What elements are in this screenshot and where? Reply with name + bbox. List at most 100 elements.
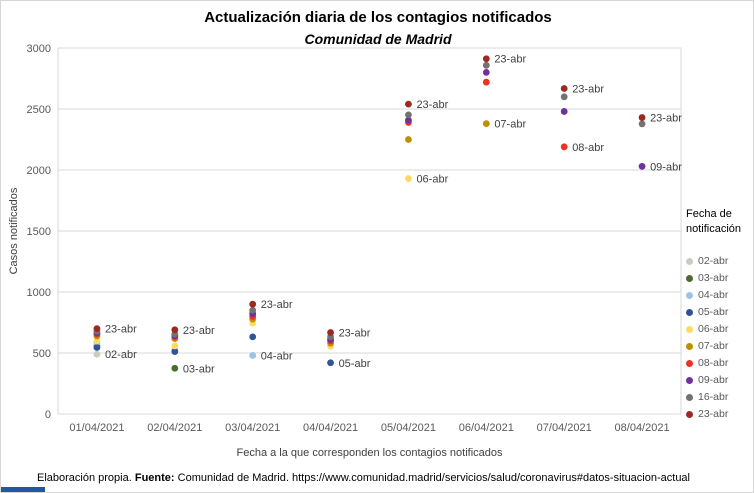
data-point-02-abr (93, 350, 101, 358)
data-point-09-abr (482, 69, 490, 76)
legend-swatch-icon (686, 291, 693, 299)
point-label: 23-abr (494, 54, 526, 66)
x-tick-label: 02/04/2021 (147, 422, 202, 434)
x-tick-label: 08/04/2021 (615, 422, 670, 434)
point-label: 23-abr (572, 84, 604, 96)
data-point-09-abr (405, 116, 412, 124)
point-label: 06-abr (416, 174, 448, 186)
y-tick-label: 2500 (27, 104, 51, 116)
plot-border (57, 47, 682, 415)
legend-item: 16-abr (686, 389, 753, 406)
legend-swatch-icon (686, 274, 693, 282)
legend-item-label: 16-abr (698, 391, 729, 404)
data-point-16-abr (249, 306, 257, 314)
source-note: Elaboración propia. Fuente: Comunidad de… (37, 472, 737, 484)
legend-item-label: 02-abr (698, 255, 729, 268)
point-label: 23-abr (339, 328, 371, 340)
legend-item: 04-abr (686, 287, 753, 304)
source-note-text: Comunidad de Madrid. https://www.comunid… (174, 472, 690, 484)
legend-item: 06-abr (686, 321, 753, 338)
data-point-06-abr (93, 337, 101, 345)
data-point-09-abr (560, 108, 568, 115)
point-label: 08-abr (572, 142, 604, 154)
point-label: 23-abr (261, 299, 293, 311)
point-label: 02-abr (105, 349, 137, 361)
data-point-23-abr (171, 326, 179, 334)
data-point-08-abr (482, 78, 490, 86)
x-tick-label: 03/04/2021 (225, 422, 280, 434)
source-note-prefix: Elaboración propia. (37, 472, 135, 484)
x-tick-label: 01/04/2021 (69, 422, 124, 434)
data-point-23-abr (93, 325, 101, 332)
y-tick-label: 2000 (27, 165, 51, 177)
legend-item: 03-abr (686, 270, 753, 287)
x-tick-label: 05/04/2021 (381, 422, 436, 434)
legend-title-line2: notificación (686, 223, 742, 236)
data-point-16-abr (482, 61, 490, 69)
x-tick-label: 07/04/2021 (537, 422, 592, 434)
y-tick-label: 3000 (27, 43, 51, 55)
data-point-05-abr (249, 333, 257, 341)
legend-item-label: 09-abr (698, 374, 729, 387)
x-tick-label: 04/04/2021 (303, 422, 358, 434)
legend-item-label: 03-abr (698, 272, 729, 285)
legend-swatch-icon (686, 410, 693, 418)
x-axis-label: Fecha a la que corresponden los contagio… (236, 447, 503, 459)
data-point-23-abr (405, 100, 412, 108)
legend-swatch-icon (686, 325, 693, 333)
data-point-23-abr (638, 114, 646, 121)
data-point-23-abr (482, 55, 490, 63)
point-label: 03-abr (183, 363, 215, 375)
point-label: 07-abr (494, 119, 526, 131)
data-point-03-abr (171, 364, 179, 372)
data-point-08-abr (560, 143, 568, 151)
y-tick-label: 1500 (27, 226, 51, 238)
legend-items: 02-abr 03-abr 04-abr 05-abr 06-abr 07-abr 08-a… (686, 253, 753, 423)
data-point-23-abr (249, 300, 257, 308)
point-label: 23-abr (650, 113, 682, 125)
legend-item: 23-abr (686, 406, 753, 423)
chart-subtitle: Comunidad de Madrid (304, 31, 452, 47)
point-label: 23-abr (105, 324, 137, 336)
x-tick-label: 06/04/2021 (459, 422, 514, 434)
legend-item-label: 04-abr (698, 289, 729, 302)
legend-item: 07-abr (686, 338, 753, 355)
legend-item-label: 06-abr (698, 323, 729, 336)
legend-item: 05-abr (686, 304, 753, 321)
legend-title: Fecha de notificación (686, 207, 753, 238)
legend-item: 02-abr (686, 253, 753, 270)
legend-item-label: 08-abr (698, 357, 729, 370)
point-label: 05-abr (339, 358, 371, 370)
point-label: 23-abr (183, 325, 215, 337)
legend-item-label: 23-abr (698, 408, 729, 421)
data-point-23-abr (327, 329, 334, 336)
point-label: 04-abr (261, 350, 293, 362)
data-point-07-abr (482, 120, 490, 128)
legend: Fecha de notificación 02-abr 03-abr 04-abr… (686, 207, 753, 423)
data-point-23-abr (560, 85, 568, 92)
legend-item-label: 07-abr (698, 340, 729, 353)
data-point-04-abr (249, 352, 257, 359)
y-axis-label: Casos notificados (8, 187, 20, 275)
point-label: 23-abr (416, 99, 448, 111)
data-point-16-abr (405, 111, 412, 119)
y-tick-label: 500 (33, 348, 51, 360)
data-point-06-abr (405, 175, 412, 182)
window-edge-artifact (1, 487, 45, 492)
data-point-06-abr (171, 342, 179, 350)
data-point-05-abr (93, 344, 101, 351)
data-point-05-abr (171, 348, 179, 355)
data-point-07-abr (405, 136, 412, 143)
data-point-05-abr (327, 359, 334, 367)
source-note-label: Fuente: (134, 472, 175, 484)
data-point-09-abr (638, 162, 646, 170)
point-label: 09-abr (650, 161, 682, 173)
legend-swatch-icon (686, 376, 693, 384)
legend-item-label: 05-abr (698, 306, 729, 319)
legend-title-line1: Fecha de (686, 208, 732, 220)
y-tick-label: 0 (45, 409, 51, 421)
chart-title: Actualización diaria de los contagios no… (204, 9, 552, 26)
legend-swatch-icon (686, 342, 693, 350)
